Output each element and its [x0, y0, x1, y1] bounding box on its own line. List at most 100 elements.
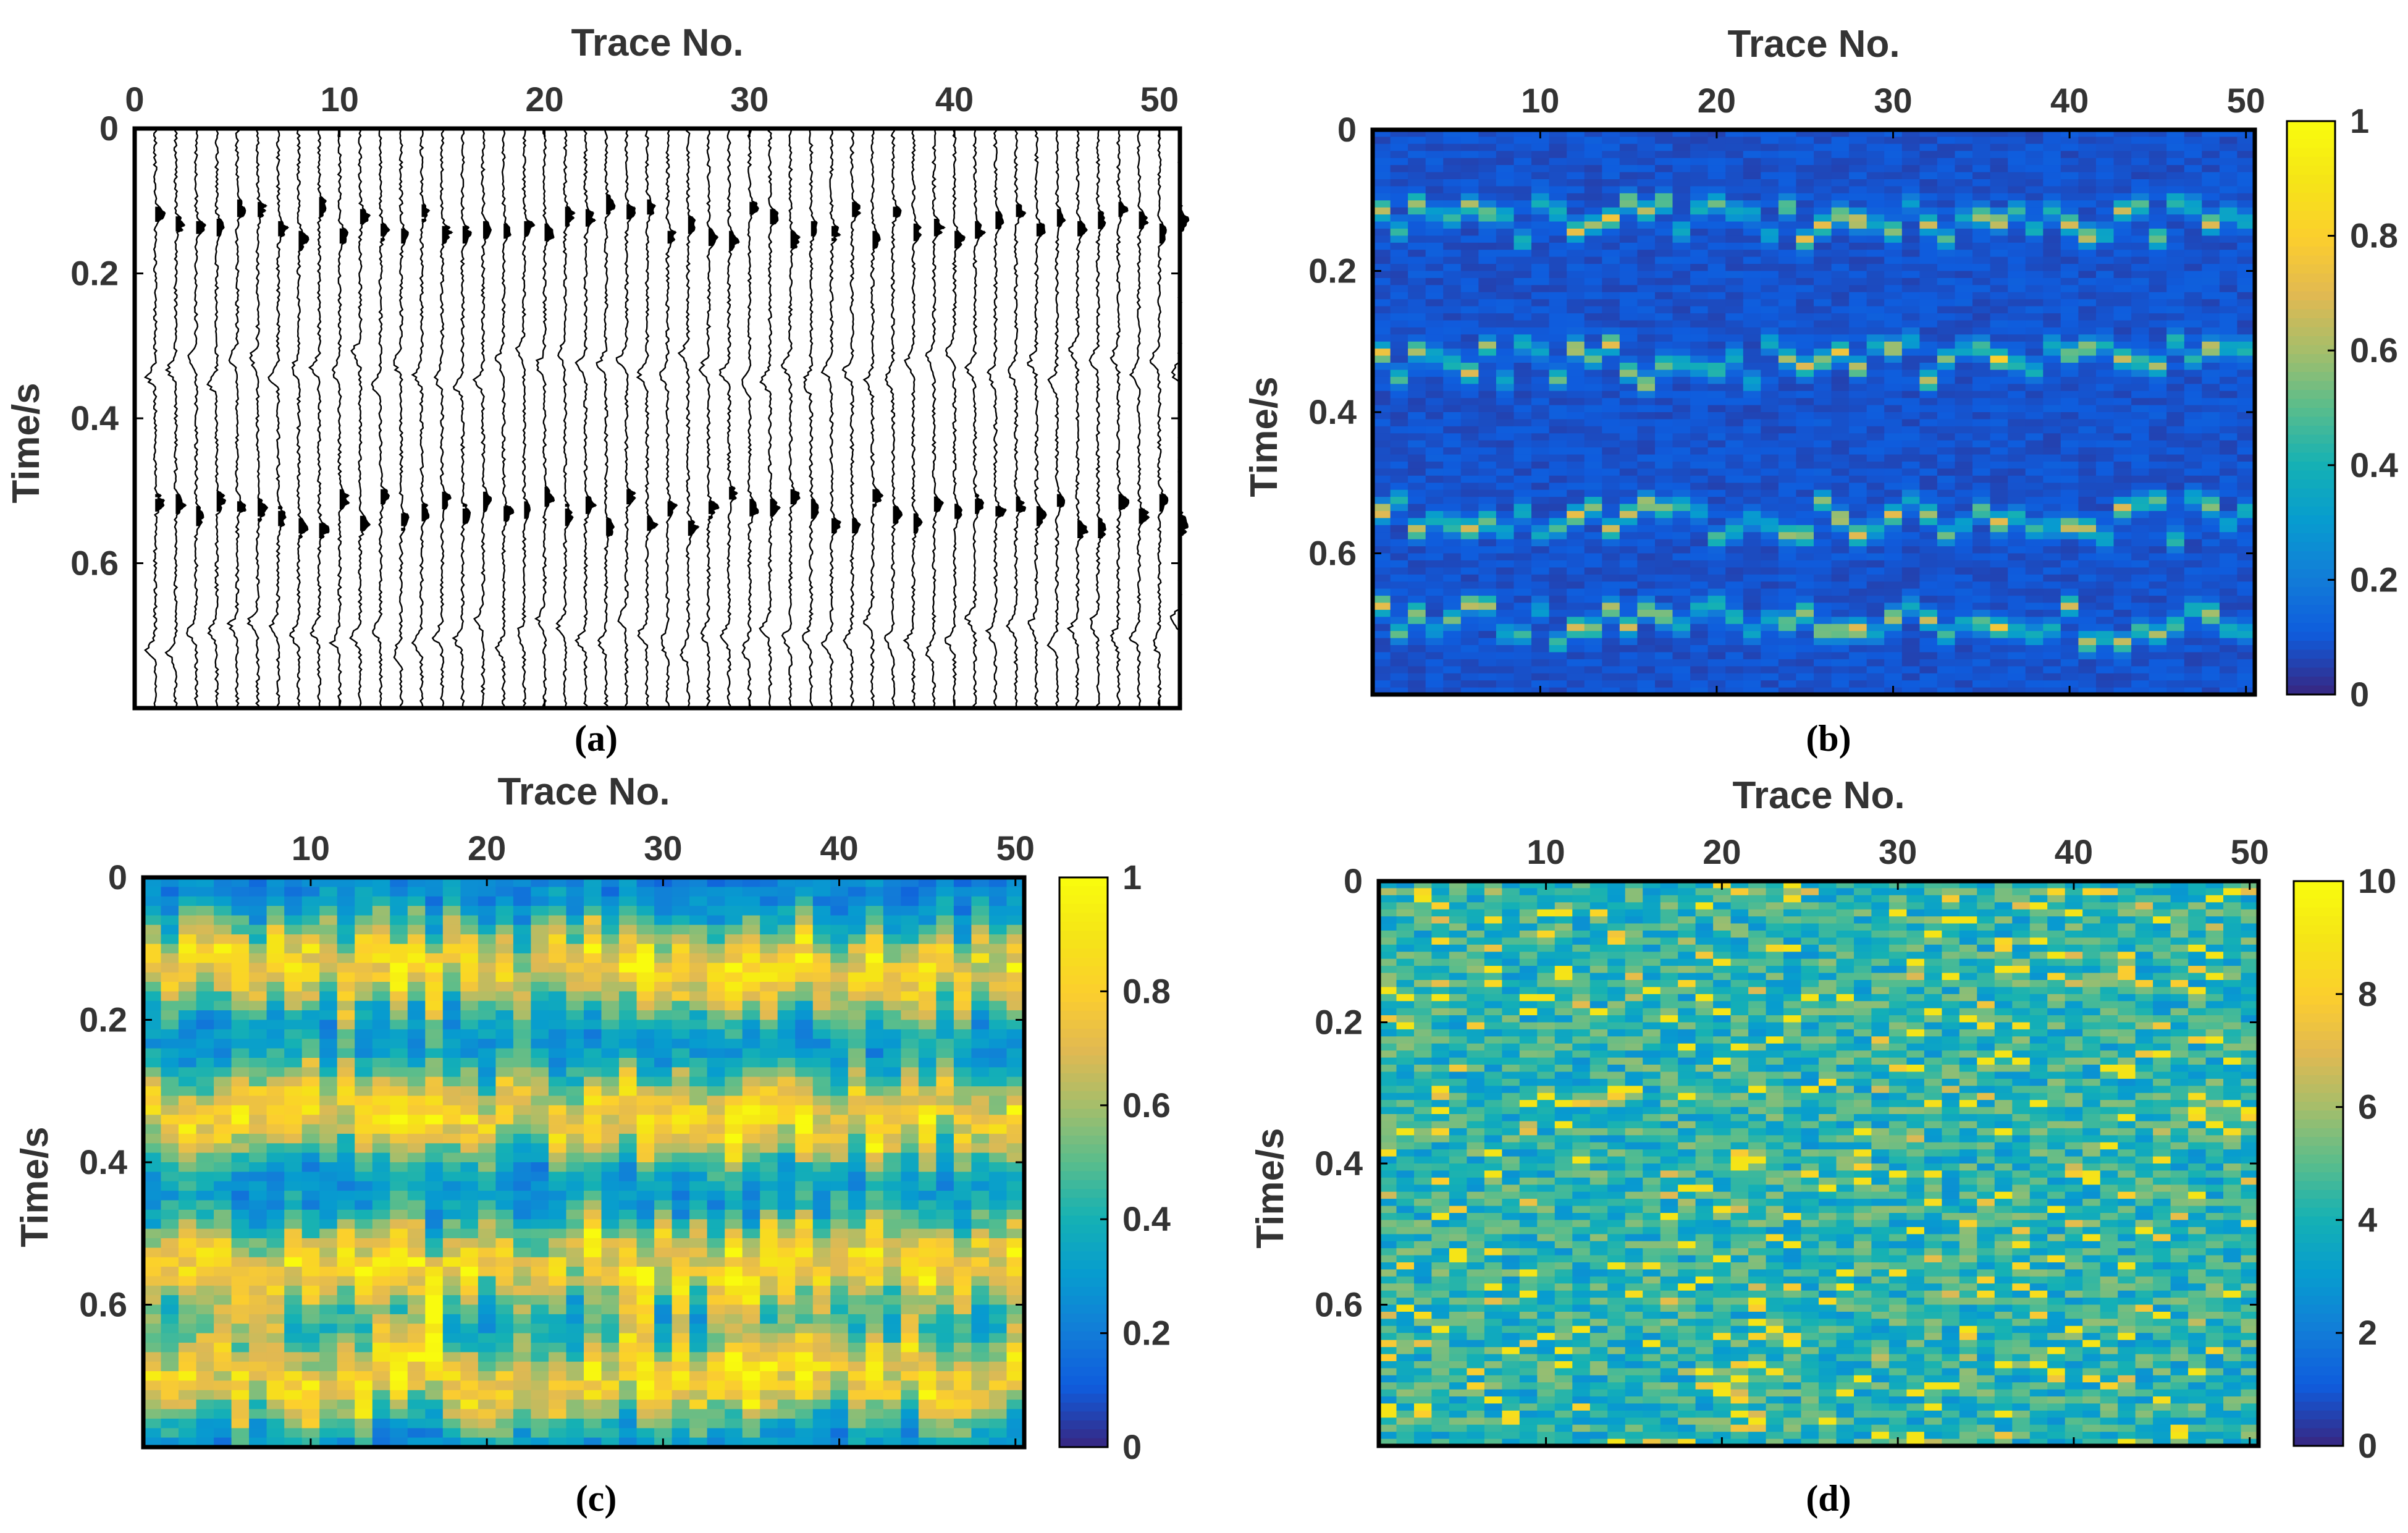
- heatmap-cell: [2078, 172, 2097, 180]
- wiggle-trace-fill: [667, 230, 677, 517]
- heatmap-cell: [1743, 221, 1761, 229]
- heatmap-cell: [1478, 546, 1497, 554]
- heatmap-cell: [2166, 363, 2185, 370]
- heatmap-cell: [1460, 596, 1479, 604]
- heatmap-cell: [2060, 426, 2079, 434]
- heatmap-cell: [301, 1418, 320, 1429]
- heatmap-cell: [1796, 560, 1814, 568]
- heatmap-cell: [1690, 341, 1709, 349]
- heatmap-cell: [1866, 567, 1885, 575]
- heatmap-cell: [2025, 511, 2044, 518]
- heatmap-cell: [179, 1020, 197, 1030]
- heatmap-cell: [161, 934, 179, 945]
- heatmap-cell: [1496, 137, 1515, 145]
- heatmap-cell: [161, 924, 179, 935]
- heatmap-cell: [1443, 680, 1462, 688]
- heatmap-cell: [2043, 292, 2061, 300]
- heatmap-cell: [1761, 348, 1779, 357]
- heatmap-cell: [1425, 334, 1444, 342]
- heatmap-cell: [1884, 497, 1903, 505]
- heatmap-cell: [1531, 271, 1550, 279]
- heatmap-cell: [1443, 370, 1462, 378]
- heatmap-cell: [1901, 229, 1920, 236]
- heatmap-cell: [2237, 320, 2255, 328]
- heatmap-cell: [1460, 497, 1479, 505]
- heatmap-cell: [1443, 158, 1462, 166]
- heatmap-cell: [2237, 363, 2255, 370]
- heatmap-cell: [1478, 659, 1497, 667]
- heatmap-cell: [1460, 567, 1479, 575]
- heatmap-cell: [2025, 398, 2044, 406]
- heatmap-cell: [2008, 652, 2026, 660]
- heatmap-cell: [1496, 384, 1515, 392]
- heatmap-cell: [1567, 376, 1585, 384]
- heatmap-cell: [1884, 532, 1903, 540]
- heatmap-cell: [355, 915, 373, 926]
- heatmap-cell: [1408, 376, 1426, 384]
- heatmap-cell: [1460, 271, 1479, 279]
- heatmap-cell: [2219, 468, 2238, 476]
- heatmap-cell: [1937, 433, 1956, 441]
- heatmap-cell: [1919, 596, 1938, 604]
- heatmap-cell: [1849, 250, 1867, 258]
- heatmap-cell: [301, 924, 320, 935]
- heatmap-cell: [1408, 327, 1426, 335]
- heatmap-cell: [1496, 391, 1515, 399]
- heatmap-cell: [2131, 313, 2150, 321]
- heatmap-cell: [1690, 277, 1709, 285]
- heatmap-cell: [143, 1152, 162, 1163]
- wiggle-trace: [1006, 128, 1027, 709]
- heatmap-cell: [1955, 334, 1973, 342]
- heatmap-cell: [1707, 617, 1726, 625]
- heatmap-cell: [301, 1209, 320, 1220]
- heatmap-cell: [2008, 475, 2026, 483]
- heatmap-cell: [284, 1333, 303, 1343]
- heatmap-cell: [2149, 200, 2167, 208]
- heatmap-cell: [1778, 207, 1797, 215]
- heatmap-cell: [1496, 609, 1515, 617]
- heatmap-cell: [2008, 271, 2026, 279]
- heatmap-cell: [284, 1295, 303, 1306]
- heatmap-cell: [2008, 588, 2026, 596]
- heatmap-cell: [1637, 673, 1656, 681]
- heatmap-cell: [1972, 518, 1991, 526]
- heatmap-cell: [1814, 327, 1832, 335]
- heatmap-cell: [1990, 623, 2008, 631]
- heatmap-cell: [1919, 320, 1938, 328]
- heatmap-cell: [1884, 193, 1903, 201]
- heatmap-cell: [1937, 623, 1956, 631]
- heatmap-cell: [2202, 137, 2220, 145]
- heatmap-cell: [231, 1133, 250, 1144]
- heatmap-cell: [196, 1152, 214, 1163]
- heatmap-cell: [1901, 433, 1920, 441]
- heatmap-cell: [1866, 306, 1885, 314]
- heatmap-cell: [231, 1076, 250, 1087]
- heatmap-cell: [2060, 659, 2079, 667]
- heatmap-cell: [1778, 143, 1797, 151]
- heatmap-cell: [1884, 327, 1903, 335]
- heatmap-cell: [2025, 504, 2044, 512]
- heatmap-cell: [1919, 468, 1938, 476]
- heatmap-cell: [196, 1380, 214, 1391]
- heatmap-cell: [1814, 596, 1832, 604]
- heatmap-cell: [249, 1152, 267, 1163]
- heatmap-cell: [1655, 525, 1673, 533]
- heatmap-cell: [337, 1285, 355, 1296]
- heatmap-cell: [1761, 384, 1779, 392]
- heatmap-cell: [1619, 419, 1638, 427]
- panel-b-colorbar-strip: [2287, 157, 2335, 167]
- heatmap-cell: [2149, 440, 2167, 448]
- heatmap-cell: [1373, 412, 1391, 420]
- heatmap-cell: [2025, 327, 2044, 335]
- heatmap-cell: [1619, 391, 1638, 399]
- heatmap-cell: [1408, 560, 1426, 568]
- heatmap-cell: [284, 896, 303, 906]
- heatmap-cell: [2113, 567, 2132, 575]
- heatmap-cell: [1602, 172, 1620, 180]
- heatmap-cell: [2008, 638, 2026, 646]
- heatmap-cell: [1901, 264, 1920, 272]
- heatmap-cell: [2219, 532, 2238, 540]
- heatmap-cell: [2043, 137, 2061, 145]
- heatmap-cell: [2184, 264, 2202, 272]
- heatmap-cell: [2096, 285, 2115, 293]
